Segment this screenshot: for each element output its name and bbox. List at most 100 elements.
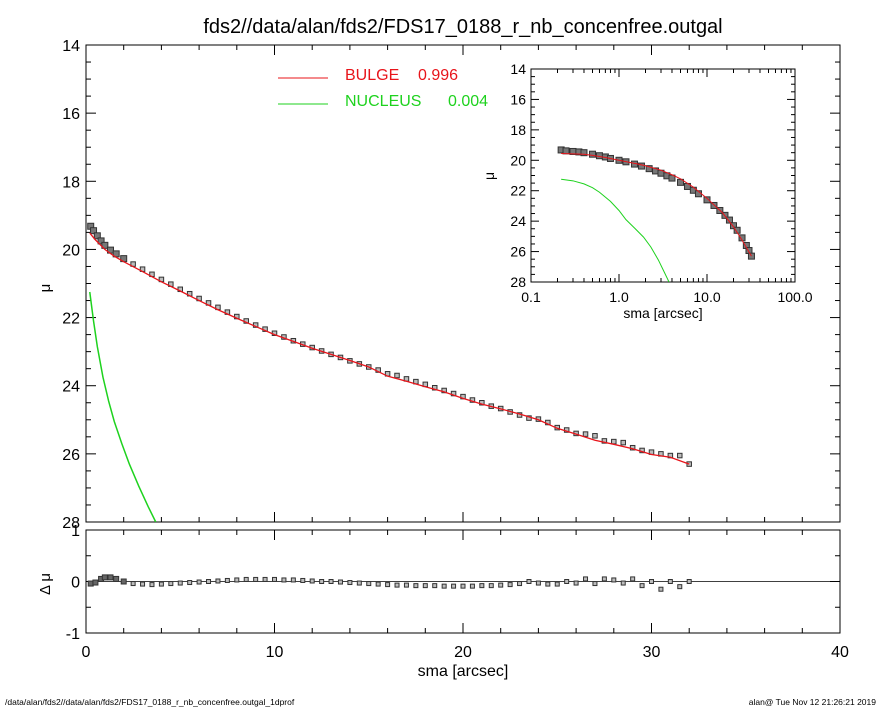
main-y-tick-label: 16	[62, 106, 80, 123]
inset-x-tick-label: 0.1	[521, 289, 541, 305]
residual-point	[583, 576, 589, 582]
inset-x-tick-label: 1.0	[609, 289, 629, 305]
main-y-tick-label: 22	[62, 311, 80, 328]
residual-point	[394, 582, 400, 588]
residual-point	[564, 579, 570, 584]
residual-point	[498, 582, 504, 588]
residual-point	[234, 577, 240, 583]
inset-y-tick-label: 16	[510, 91, 526, 107]
residual-point	[187, 580, 193, 586]
bulge-model-line	[89, 232, 690, 465]
residual-point	[243, 576, 249, 582]
residual-point	[253, 576, 259, 582]
residual-point	[507, 582, 513, 588]
residual-point	[535, 580, 541, 586]
inset-y-tick-label: 14	[510, 61, 526, 77]
legend-nucleus-label: NUCLEUS	[345, 93, 421, 110]
inset-plot-frame	[530, 68, 796, 283]
inset-data-point	[589, 150, 597, 158]
data-point	[677, 452, 683, 459]
inset-x-tick-label: 10.0	[693, 289, 720, 305]
inset-data-point	[580, 149, 588, 157]
inset-data-point	[725, 216, 733, 224]
inset-y-axis-label: μ	[481, 172, 497, 180]
residual-point	[413, 583, 419, 589]
residual-point	[113, 575, 120, 582]
residual-point	[130, 581, 136, 587]
residual-point	[554, 581, 560, 587]
residual-point	[168, 581, 174, 587]
inset-nucleus-model-line	[561, 178, 670, 282]
inset-y-tick-label: 24	[510, 213, 526, 229]
inset-data-point	[703, 196, 711, 204]
footer-timestamp: alan@ Tue Nov 12 21:26:21 2019	[749, 697, 877, 707]
main-y-tick-label: 26	[62, 447, 80, 464]
inset-bulge-model-line	[561, 152, 752, 257]
main-x-tick-label: 20	[454, 644, 472, 661]
residual-point	[479, 583, 485, 589]
residual-point	[375, 581, 381, 587]
residual-point	[262, 576, 268, 582]
residual-point	[120, 578, 127, 585]
inset-x-axis-label: sma [arcsec]	[623, 305, 702, 321]
residual-point	[347, 580, 353, 586]
main-y-tick-label: 18	[62, 174, 80, 191]
legend-nucleus-value: 0.004	[448, 93, 488, 110]
residual-point	[469, 583, 475, 589]
residual-point	[215, 578, 221, 584]
residual-point	[337, 579, 343, 585]
inset-plot-marks: 14 16 18 20 22 24 26 280.1 1.0 10.0 100.0	[510, 61, 812, 305]
residual-point	[460, 583, 466, 589]
data-point	[394, 372, 400, 379]
residual-y-axis-label: Δ μ	[37, 573, 54, 595]
footer-path: /data/alan/fds2//data/alan/fds2/FDS17_01…	[5, 697, 295, 707]
inset-plot-background	[530, 68, 796, 283]
residual-point	[649, 579, 654, 584]
inset-y-tick-label: 28	[510, 274, 526, 290]
data-point	[97, 237, 105, 245]
main-x-tick-label: 30	[643, 644, 661, 661]
residual-point	[356, 580, 362, 586]
residual-point	[639, 583, 645, 589]
main-x-tick-label: 0	[82, 644, 91, 661]
residual-point	[196, 579, 202, 585]
residual-point	[300, 577, 306, 583]
residual-y-tick-label: 1	[71, 523, 80, 540]
legend-bulge-value: 0.996	[418, 67, 458, 84]
data-point	[601, 438, 608, 444]
data-point	[582, 431, 589, 437]
residual-y-tick-label: -1	[66, 626, 80, 643]
residual-point	[149, 582, 155, 588]
residual-point	[451, 583, 457, 589]
inset-x-tick-label: 100.0	[777, 289, 812, 305]
chart-title: fds2//data/alan/fds2/FDS17_0188_r_nb_con…	[203, 16, 722, 38]
residual-point	[385, 582, 391, 588]
residual-point	[319, 579, 325, 584]
residual-point	[107, 574, 114, 581]
inset-y-tick-label: 20	[510, 152, 526, 168]
residual-point	[92, 579, 99, 586]
residual-point	[224, 577, 230, 583]
main-y-tick-label: 14	[62, 38, 80, 55]
residual-point	[611, 577, 617, 583]
residual-point	[101, 574, 108, 581]
residual-plot-marks: 1 0 -1	[66, 523, 840, 643]
residual-point	[290, 577, 296, 583]
main-y-tick-label: 20	[62, 242, 80, 259]
inset-y-tick-label: 26	[510, 244, 526, 260]
residual-point	[545, 581, 551, 587]
residual-point	[281, 577, 287, 583]
residual-point	[158, 581, 164, 587]
residual-point	[592, 581, 598, 587]
data-point	[611, 438, 617, 445]
inset-data-point	[637, 162, 645, 170]
data-point	[431, 385, 438, 391]
data-point	[592, 433, 598, 439]
residual-point	[441, 583, 447, 589]
residual-point	[667, 579, 673, 584]
residual-point	[272, 576, 277, 582]
data-point	[450, 390, 457, 397]
residual-point	[309, 578, 315, 584]
